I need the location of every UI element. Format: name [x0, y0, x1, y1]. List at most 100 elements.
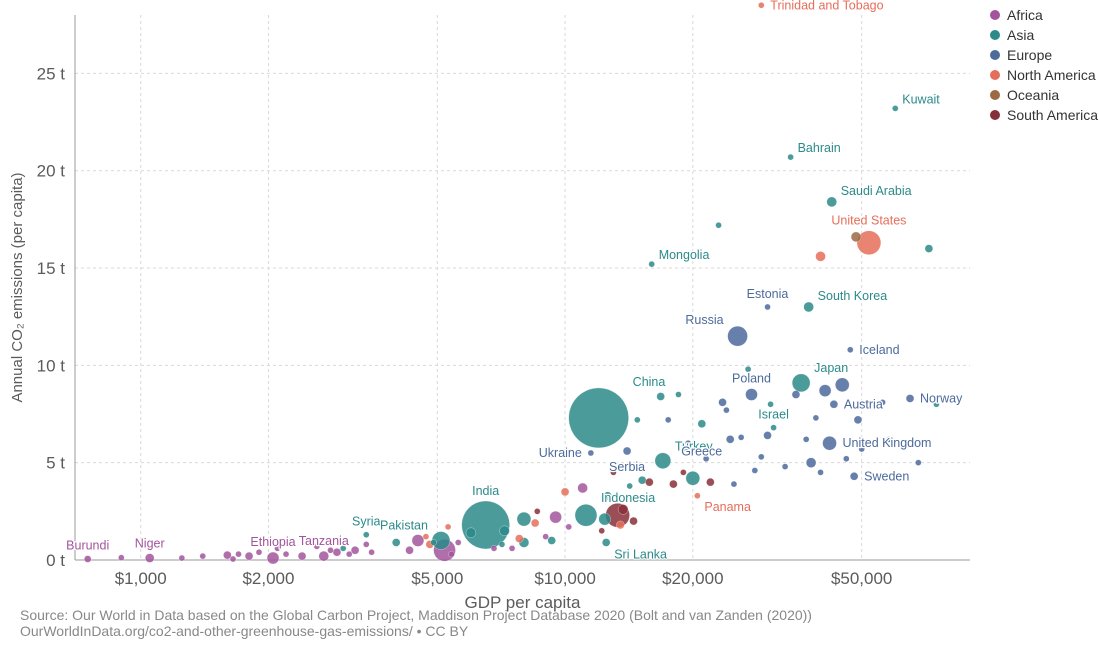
- data-point[interactable]: [561, 488, 569, 496]
- data-point[interactable]: [758, 2, 764, 8]
- data-point[interactable]: [765, 304, 771, 310]
- data-point[interactable]: [569, 388, 629, 448]
- data-point[interactable]: [145, 554, 154, 563]
- data-point[interactable]: [200, 553, 206, 559]
- data-point[interactable]: [84, 556, 91, 563]
- data-point[interactable]: [575, 504, 597, 526]
- data-point[interactable]: [706, 478, 714, 486]
- data-point[interactable]: [455, 539, 461, 545]
- data-point[interactable]: [283, 551, 289, 557]
- data-point[interactable]: [515, 535, 523, 543]
- data-point[interactable]: [627, 483, 633, 489]
- data-point[interactable]: [782, 464, 788, 470]
- data-point[interactable]: [850, 472, 858, 480]
- data-point[interactable]: [630, 517, 638, 525]
- data-point[interactable]: [445, 524, 451, 530]
- data-point[interactable]: [746, 389, 758, 401]
- data-point[interactable]: [819, 385, 831, 397]
- data-point[interactable]: [550, 511, 562, 523]
- data-point[interactable]: [669, 480, 677, 488]
- data-point[interactable]: [830, 400, 838, 408]
- data-point[interactable]: [806, 458, 816, 468]
- data-point[interactable]: [694, 493, 700, 499]
- data-point[interactable]: [466, 528, 476, 538]
- data-point[interactable]: [245, 552, 253, 560]
- data-point[interactable]: [925, 245, 933, 253]
- data-point[interactable]: [118, 555, 124, 561]
- data-point[interactable]: [854, 416, 862, 424]
- data-point[interactable]: [599, 513, 611, 525]
- data-point[interactable]: [771, 425, 777, 431]
- data-point[interactable]: [363, 532, 369, 538]
- data-point[interactable]: [618, 504, 628, 514]
- data-point[interactable]: [333, 548, 341, 556]
- data-point[interactable]: [851, 232, 861, 242]
- data-point[interactable]: [649, 261, 655, 267]
- data-point[interactable]: [764, 431, 772, 439]
- data-point[interactable]: [827, 197, 837, 207]
- data-point[interactable]: [758, 454, 764, 460]
- data-point[interactable]: [813, 415, 819, 421]
- data-point[interactable]: [803, 436, 809, 442]
- data-point[interactable]: [657, 393, 665, 401]
- data-point[interactable]: [363, 541, 369, 547]
- data-point[interactable]: [792, 391, 800, 399]
- data-point[interactable]: [500, 526, 510, 536]
- data-point[interactable]: [634, 417, 640, 423]
- data-point[interactable]: [256, 549, 262, 555]
- data-point[interactable]: [719, 398, 727, 406]
- data-point[interactable]: [236, 551, 242, 557]
- data-point[interactable]: [369, 549, 375, 555]
- data-point[interactable]: [588, 450, 594, 456]
- data-point[interactable]: [499, 541, 505, 547]
- data-point[interactable]: [548, 537, 556, 545]
- data-point[interactable]: [406, 546, 414, 554]
- data-point[interactable]: [823, 436, 837, 450]
- data-point[interactable]: [599, 528, 605, 534]
- data-point[interactable]: [804, 302, 814, 312]
- data-point[interactable]: [716, 222, 722, 228]
- data-point[interactable]: [509, 545, 515, 551]
- data-point[interactable]: [768, 401, 774, 407]
- data-point[interactable]: [534, 508, 540, 514]
- data-point[interactable]: [392, 538, 400, 546]
- data-point[interactable]: [843, 456, 849, 462]
- data-point[interactable]: [906, 394, 914, 402]
- data-point[interactable]: [623, 447, 631, 455]
- data-point[interactable]: [327, 547, 333, 553]
- data-point[interactable]: [915, 460, 921, 466]
- data-point[interactable]: [517, 512, 531, 526]
- data-point[interactable]: [423, 534, 429, 540]
- data-point[interactable]: [847, 347, 853, 353]
- data-point[interactable]: [491, 545, 497, 551]
- data-point[interactable]: [723, 407, 729, 413]
- data-point[interactable]: [412, 535, 424, 547]
- data-point[interactable]: [728, 326, 748, 346]
- data-point[interactable]: [655, 453, 671, 469]
- data-point[interactable]: [818, 469, 824, 475]
- data-point[interactable]: [726, 435, 734, 443]
- data-point[interactable]: [788, 154, 794, 160]
- data-point[interactable]: [680, 469, 686, 475]
- data-point[interactable]: [792, 374, 810, 392]
- data-point[interactable]: [698, 420, 706, 428]
- data-point[interactable]: [179, 555, 185, 561]
- data-point[interactable]: [602, 538, 610, 546]
- data-point[interactable]: [566, 524, 572, 530]
- data-point[interactable]: [686, 471, 700, 485]
- data-point[interactable]: [616, 521, 624, 529]
- data-point[interactable]: [431, 539, 437, 545]
- data-point[interactable]: [531, 519, 539, 527]
- data-point[interactable]: [638, 476, 646, 484]
- data-point[interactable]: [543, 534, 549, 540]
- data-point[interactable]: [675, 392, 681, 398]
- data-point[interactable]: [449, 551, 455, 557]
- data-point[interactable]: [645, 478, 653, 486]
- data-point[interactable]: [665, 417, 671, 423]
- data-point[interactable]: [319, 551, 329, 561]
- data-point[interactable]: [738, 434, 744, 440]
- data-point[interactable]: [752, 467, 758, 473]
- data-point[interactable]: [346, 551, 352, 557]
- data-point[interactable]: [731, 481, 737, 487]
- data-point[interactable]: [578, 483, 588, 493]
